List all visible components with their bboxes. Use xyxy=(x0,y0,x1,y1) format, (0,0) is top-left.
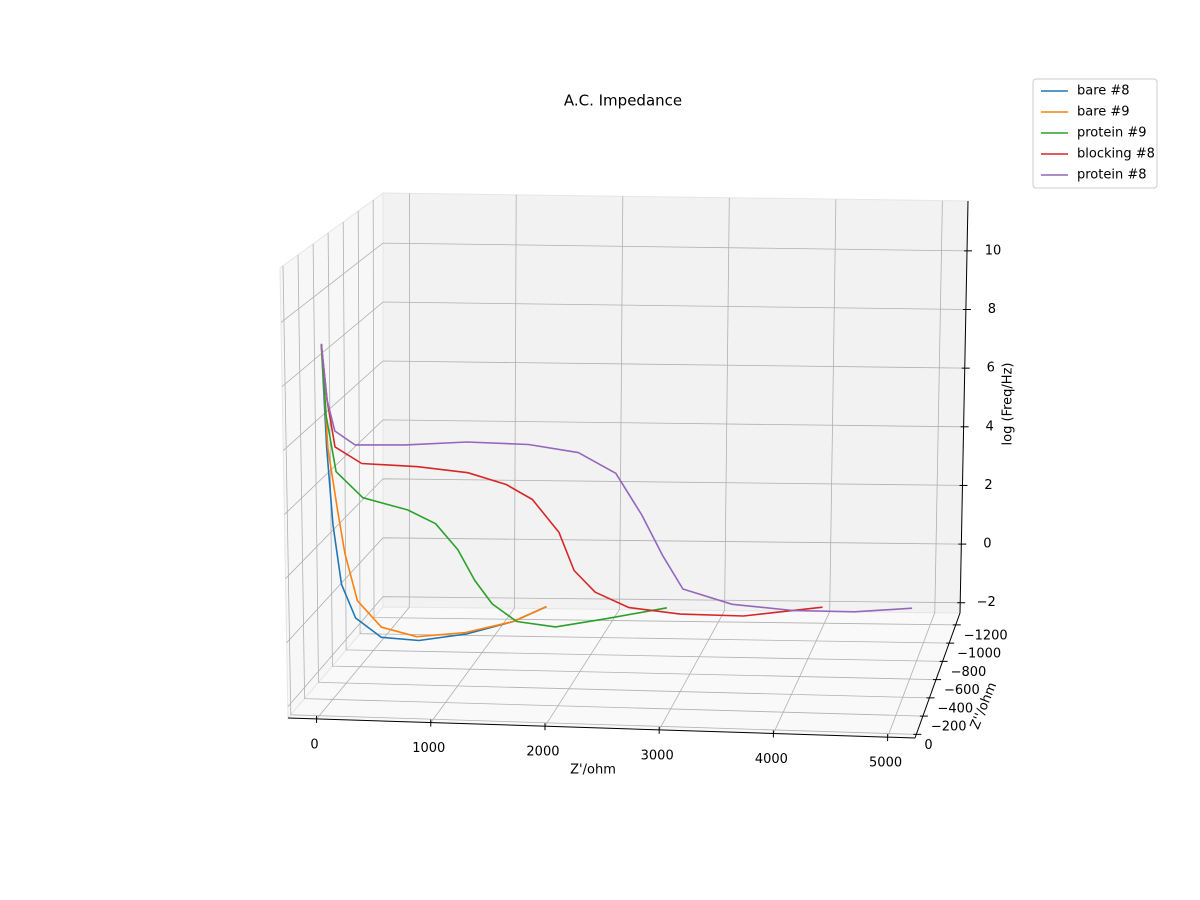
series-line xyxy=(320,343,547,642)
y-tick-label: −600 xyxy=(944,683,980,698)
x-tick-label: 0 xyxy=(310,737,318,752)
y-tick-label: −800 xyxy=(951,665,987,680)
legend-label: blocking #8 xyxy=(1077,147,1155,162)
series-line xyxy=(320,343,547,638)
legend-label: bare #9 xyxy=(1077,105,1130,120)
x-tick-label: 3000 xyxy=(641,748,674,763)
y-tick-label: −1000 xyxy=(957,647,1001,662)
grid-line xyxy=(282,265,917,735)
axis-line xyxy=(914,612,961,739)
z-axis-label: log (Freq/Hz) xyxy=(1001,363,1016,446)
x-axis-label: Z'/ohm xyxy=(570,763,616,778)
x-tick-label: 4000 xyxy=(755,752,788,767)
z-tick-label: 6 xyxy=(987,361,995,376)
grid-line xyxy=(887,200,943,738)
y-tick-label: −400 xyxy=(937,701,973,716)
grid-line xyxy=(372,200,956,626)
grid-line xyxy=(297,254,923,717)
series-line xyxy=(320,343,913,613)
grid-line xyxy=(316,193,411,720)
legend-label: bare #8 xyxy=(1077,84,1130,99)
z-tick-label: 0 xyxy=(983,537,991,552)
y-tick-label: 0 xyxy=(924,738,932,753)
z-tick-label: 2 xyxy=(984,478,992,493)
x-tick-label: 1000 xyxy=(412,741,445,756)
z-tick-label: 8 xyxy=(988,302,996,317)
grid-line xyxy=(286,537,962,643)
grid-line xyxy=(312,243,930,699)
z-tick-label: 4 xyxy=(985,419,993,434)
series-line xyxy=(320,343,823,617)
legend-label: protein #9 xyxy=(1077,126,1147,141)
grid-line xyxy=(342,221,943,662)
z-tick-label: 10 xyxy=(985,243,1002,258)
y-tick-label: −200 xyxy=(931,720,967,735)
grid-line xyxy=(280,242,968,323)
grid-line xyxy=(658,197,730,730)
legend: bare #8 bare #9 protein #9 blocking #8 prote… xyxy=(1032,78,1158,189)
chart-title: A.C. Impedance xyxy=(564,92,682,110)
grid-line xyxy=(357,211,950,644)
legend-label: protein #8 xyxy=(1077,168,1147,183)
grid-line xyxy=(544,196,624,727)
legend-box xyxy=(1032,78,1158,189)
grid-line xyxy=(287,596,961,708)
series-line xyxy=(320,343,668,628)
axis-line xyxy=(287,717,916,739)
grid-line xyxy=(285,478,963,579)
grid-line xyxy=(281,301,966,387)
y-tick-label: −1200 xyxy=(964,628,1008,643)
back-pane xyxy=(382,192,969,614)
x-tick-label: 2000 xyxy=(526,745,559,760)
grid-line xyxy=(282,360,965,451)
grid-line xyxy=(284,419,964,515)
x-tick-label: 5000 xyxy=(869,756,902,771)
z-tick-label: −2 xyxy=(977,595,996,610)
grid-line xyxy=(430,194,517,723)
grid-line xyxy=(327,232,937,680)
